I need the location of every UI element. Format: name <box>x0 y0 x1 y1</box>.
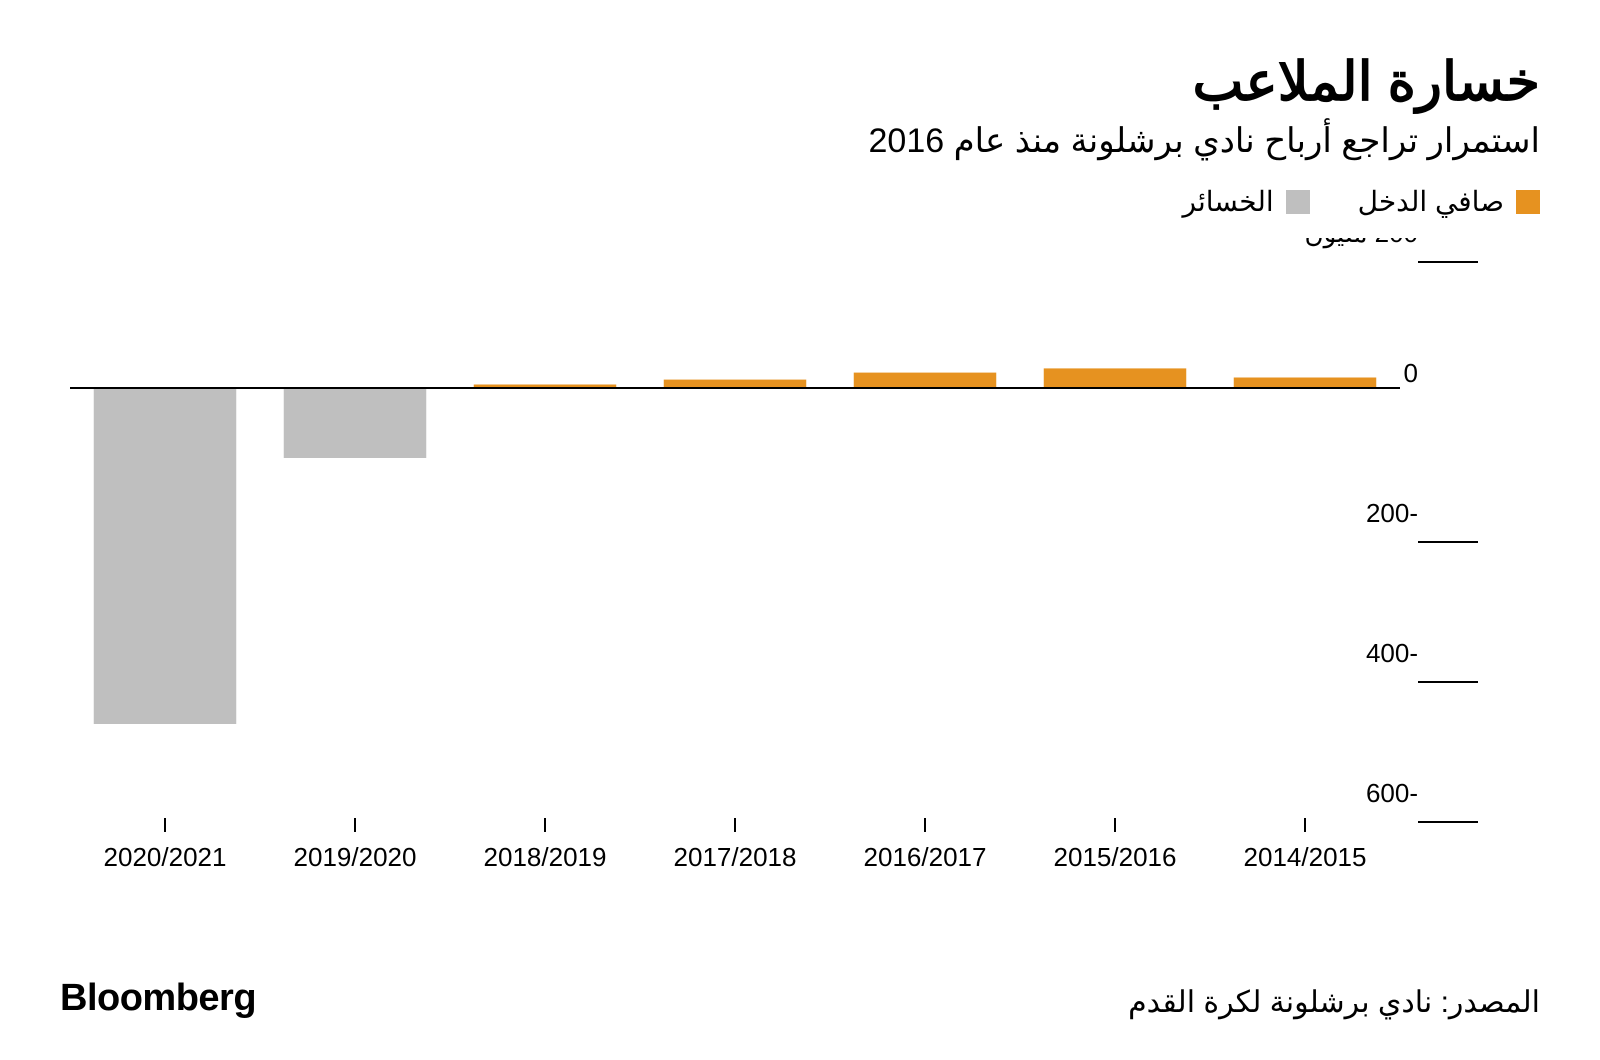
x-tick-label: 2016/2017 <box>864 842 987 872</box>
bar <box>284 388 427 458</box>
x-tick-label: 2020/2021 <box>104 842 227 872</box>
y-tick-label: -200 <box>1366 498 1418 528</box>
x-tick-label: 2017/2018 <box>674 842 797 872</box>
legend-item: صافي الدخل <box>1358 185 1540 218</box>
y-tick-label: -600 <box>1366 778 1418 808</box>
bar <box>664 380 807 388</box>
bar <box>854 373 997 388</box>
bar <box>94 388 237 724</box>
chart-subtitle: استمرار تراجع أرباح نادي برشلونة منذ عام… <box>60 121 1540 161</box>
legend-item: الخسائر <box>1183 185 1310 218</box>
legend-swatch-icon <box>1286 190 1310 214</box>
x-tick-label: 2015/2016 <box>1054 842 1177 872</box>
legend-swatch-icon <box>1516 190 1540 214</box>
y-tick-label: 0 <box>1404 358 1418 388</box>
legend: صافي الدخل الخسائر <box>60 185 1540 218</box>
legend-label: صافي الدخل <box>1358 185 1504 218</box>
x-tick-label: 2019/2020 <box>294 842 417 872</box>
chart-area: 200 مليون 0 -200 -400 -600 2014/2015 2015/2016… <box>60 238 1540 898</box>
x-tick-label: 2014/2015 <box>1244 842 1367 872</box>
legend-label: الخسائر <box>1183 185 1274 218</box>
bar <box>1044 368 1187 388</box>
source-text: المصدر: نادي برشلونة لكرة القدم <box>1128 985 1540 1020</box>
y-tick-label: -400 <box>1366 638 1418 668</box>
x-tick-label: 2018/2019 <box>484 842 607 872</box>
bar-chart: 200 مليون 0 -200 -400 -600 2014/2015 2015/2016… <box>60 238 1540 898</box>
y-tick-label: 200 مليون <box>1304 238 1418 249</box>
bar <box>1234 378 1377 389</box>
chart-title: خسارة الملاعب <box>60 50 1540 113</box>
brand-logo: Bloomberg <box>60 977 256 1020</box>
